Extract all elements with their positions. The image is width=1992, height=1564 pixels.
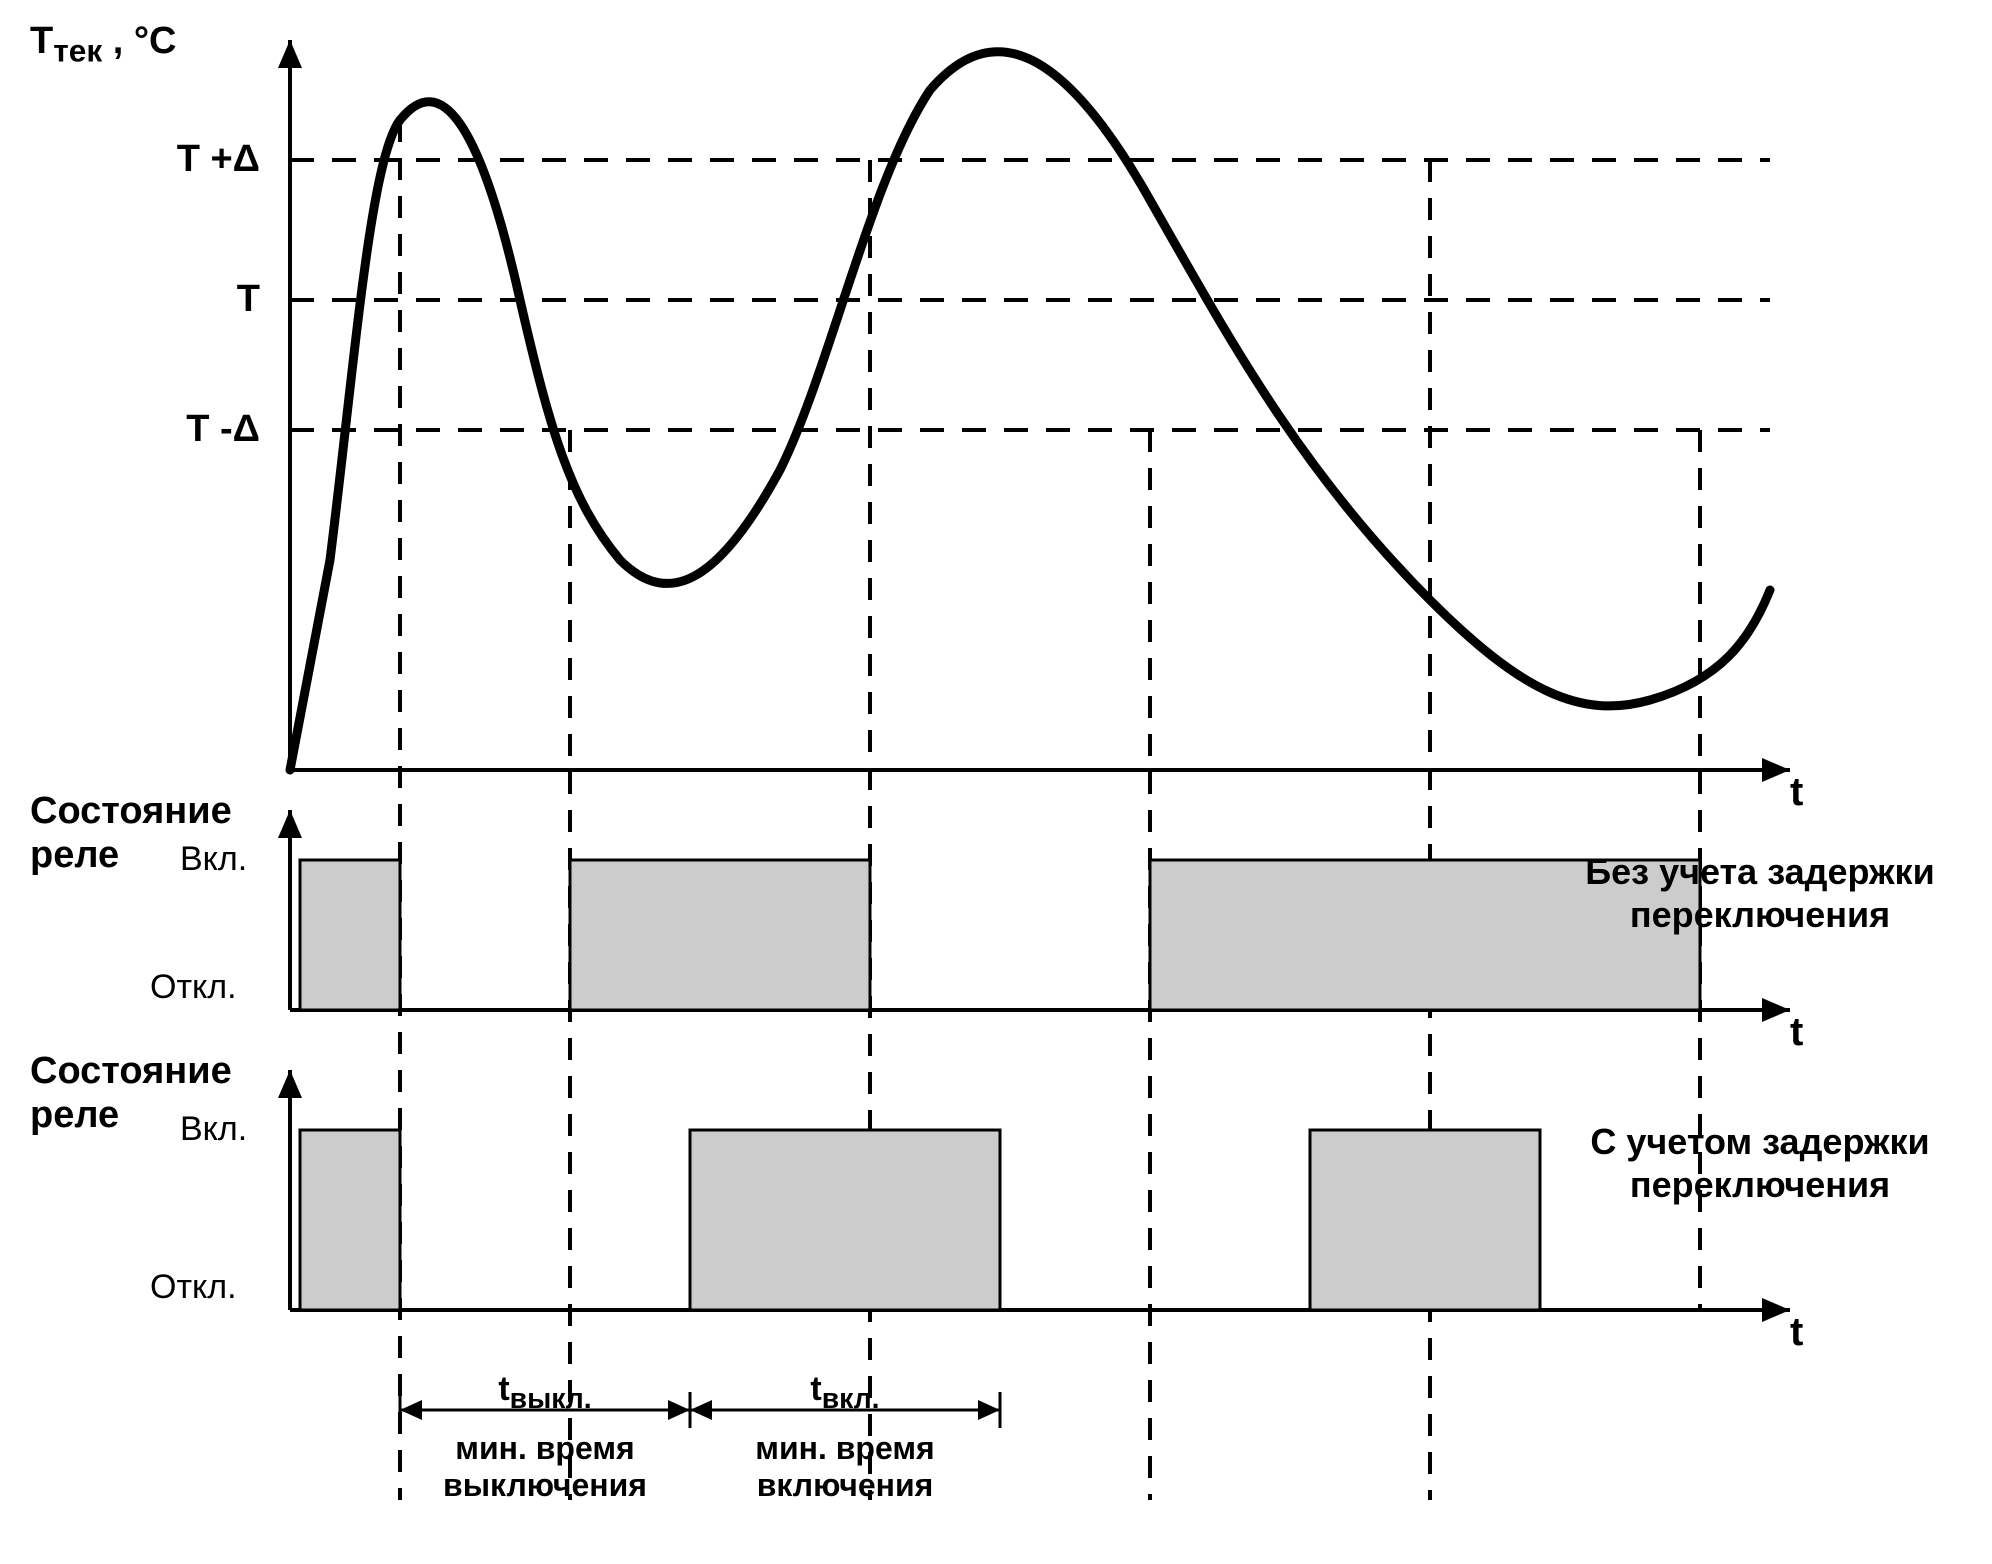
y-axis-title: Ттек , °С <box>30 20 176 70</box>
relay1-caption: Без учета задержки переключения <box>1540 850 1980 936</box>
label-t-minus: T -Δ <box>60 408 260 451</box>
t-axis-label-2: t <box>1790 1010 1803 1055</box>
t-on-symbol: tвкл. <box>690 1370 1000 1416</box>
t-off-symbol: tвыкл. <box>400 1370 690 1416</box>
label-t-plus: T +Δ <box>60 138 260 181</box>
t-axis-label-3: t <box>1790 1310 1803 1355</box>
relay2-on-label: Вкл. <box>180 1110 247 1149</box>
label-t: T <box>60 278 260 321</box>
t-axis-label-1: t <box>1790 770 1803 815</box>
relay2-off-label: Откл. <box>150 1268 237 1307</box>
diagram-svg <box>0 0 1992 1564</box>
relay1-on-label: Вкл. <box>180 840 247 879</box>
min-on-text: мин. время включения <box>680 1430 1010 1504</box>
min-off-text: мин. время выключения <box>380 1430 710 1504</box>
relay2-caption: С учетом задержки переключения <box>1540 1120 1980 1206</box>
relay1-off-label: Откл. <box>150 968 237 1007</box>
